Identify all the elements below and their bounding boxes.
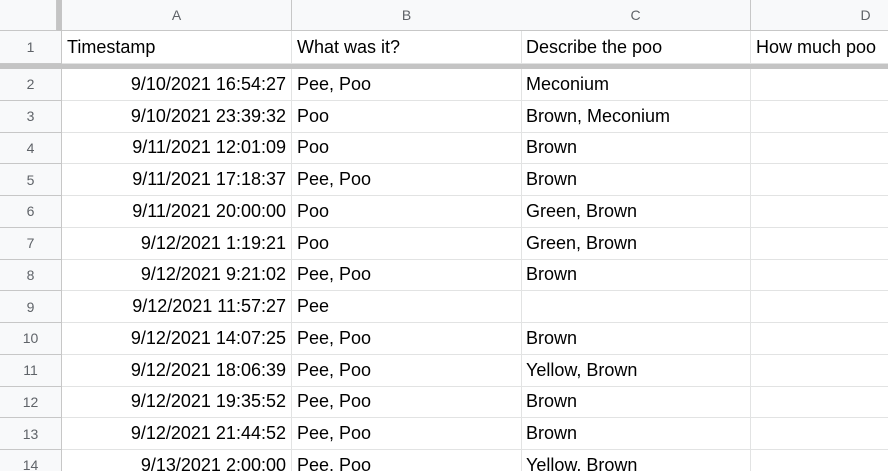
column-header[interactable]: A — [62, 0, 292, 31]
row-header[interactable]: 4 — [0, 132, 62, 165]
cell[interactable] — [751, 133, 888, 165]
cell[interactable] — [751, 418, 888, 450]
cell[interactable]: Pee, Poo — [292, 354, 522, 387]
row-header[interactable]: 14 — [0, 450, 62, 471]
cell[interactable]: 9/12/2021 1:19:21 — [62, 227, 292, 260]
cell[interactable]: 9/12/2021 21:44:52 — [62, 418, 292, 450]
cell[interactable]: Pee, Poo — [292, 450, 522, 471]
cell[interactable] — [751, 291, 888, 323]
cell[interactable]: Green, Brown — [521, 196, 751, 228]
cell[interactable]: Green, Brown — [521, 227, 751, 260]
cell[interactable] — [751, 387, 888, 419]
row-header[interactable]: 1 — [0, 31, 62, 64]
cell[interactable]: Pee, Poo — [292, 418, 522, 450]
cell[interactable]: 9/12/2021 18:06:39 — [62, 354, 292, 387]
column-header[interactable]: D — [751, 0, 888, 31]
cell[interactable] — [751, 355, 888, 387]
cell[interactable]: Poo — [292, 227, 522, 260]
cell[interactable]: 9/12/2021 14:07:25 — [62, 323, 292, 355]
cell[interactable]: Pee, Poo — [292, 69, 522, 101]
cell[interactable]: Poo — [292, 100, 522, 133]
header-cell[interactable]: Describe the poo — [521, 31, 751, 64]
row-header[interactable]: 9 — [0, 291, 62, 323]
row-header[interactable]: 11 — [0, 354, 62, 387]
column-header[interactable]: C — [521, 0, 751, 31]
cell[interactable]: Pee — [292, 291, 522, 323]
header-cell[interactable]: Timestamp — [62, 31, 292, 64]
cell[interactable] — [521, 291, 751, 323]
cell[interactable]: Pee, Poo — [292, 164, 522, 196]
cell[interactable] — [751, 323, 888, 355]
frozen-column-handle — [57, 0, 62, 31]
cell[interactable]: Brown, Meconium — [521, 100, 751, 133]
cell[interactable]: Yellow, Brown — [521, 450, 751, 471]
cell[interactable]: Brown — [521, 323, 751, 355]
cell[interactable]: 9/12/2021 19:35:52 — [62, 386, 292, 419]
cell[interactable]: Brown — [521, 132, 751, 165]
row-header[interactable]: 6 — [0, 196, 62, 228]
cell[interactable]: 9/10/2021 23:39:32 — [62, 100, 292, 133]
cell[interactable]: Poo — [292, 196, 522, 228]
cell[interactable] — [751, 196, 888, 228]
cell[interactable]: 9/12/2021 11:57:27 — [62, 291, 292, 323]
row-header[interactable]: 10 — [0, 323, 62, 355]
cell[interactable]: Brown — [521, 418, 751, 450]
row-header[interactable]: 13 — [0, 418, 62, 450]
cell[interactable]: Pee, Poo — [292, 323, 522, 355]
cell[interactable]: 9/13/2021 2:00:00 — [62, 450, 292, 471]
row-header[interactable]: 2 — [0, 69, 62, 101]
row-header[interactable]: 3 — [0, 100, 62, 133]
cell[interactable]: 9/11/2021 20:00:00 — [62, 196, 292, 228]
frozen-row-divider — [0, 64, 888, 69]
cell[interactable] — [751, 69, 888, 101]
cell[interactable]: Pee, Poo — [292, 386, 522, 419]
cell[interactable] — [751, 164, 888, 196]
cell[interactable]: Yellow, Brown — [521, 354, 751, 387]
cell[interactable]: Brown — [521, 386, 751, 419]
cell[interactable] — [751, 260, 888, 292]
cell[interactable]: 9/11/2021 17:18:37 — [62, 164, 292, 196]
cell[interactable]: 9/10/2021 16:54:27 — [62, 69, 292, 101]
row-header[interactable]: 7 — [0, 227, 62, 260]
row-header[interactable]: 12 — [0, 386, 62, 419]
cell[interactable] — [751, 101, 888, 133]
cell[interactable]: Brown — [521, 259, 751, 292]
row-header[interactable]: 5 — [0, 164, 62, 196]
column-header[interactable]: B — [292, 0, 522, 31]
cell[interactable]: Brown — [521, 164, 751, 196]
select-all[interactable] — [0, 0, 57, 31]
row-header[interactable]: 8 — [0, 259, 62, 292]
cell[interactable]: 9/12/2021 9:21:02 — [62, 259, 292, 292]
cell[interactable]: Pee, Poo — [292, 259, 522, 292]
cell[interactable] — [751, 228, 888, 260]
cell[interactable]: Meconium — [521, 69, 751, 101]
header-cell[interactable]: What was it? — [292, 31, 522, 64]
cell[interactable]: Poo — [292, 132, 522, 165]
cell[interactable]: 9/11/2021 12:01:09 — [62, 132, 292, 165]
header-cell[interactable]: How much poo — [751, 31, 888, 64]
cell[interactable] — [751, 450, 888, 471]
